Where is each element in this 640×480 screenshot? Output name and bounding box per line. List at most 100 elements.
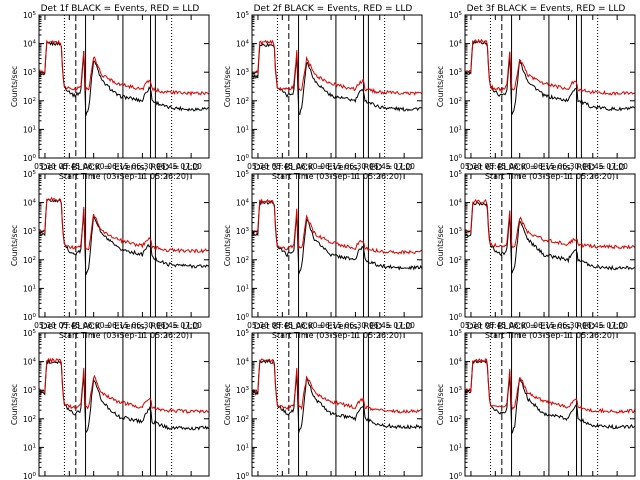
x-tick-label: 06:30 xyxy=(558,162,580,171)
chart-title: Det 6f BLACK = Events, RED = LLD xyxy=(467,163,626,173)
x-tick-label: 06:30 xyxy=(345,321,367,330)
chart-title: Det 3f BLACK = Events, RED = LLD xyxy=(467,4,626,14)
x-tick-label: 06:45 xyxy=(156,162,178,171)
plot-frame xyxy=(251,14,423,159)
y-tick-label: 101 xyxy=(449,125,462,134)
x-tick-label: 06:45 xyxy=(156,321,178,330)
y-tick-label: 100 xyxy=(236,472,250,480)
y-tick-label: 102 xyxy=(236,256,249,265)
x-tick-label: 06:15 xyxy=(320,162,342,171)
chart-panel: Det 4f BLACK = Events, RED = LLD 100 101 10… xyxy=(10,163,210,340)
x-tick-label: 05:30 xyxy=(247,321,269,330)
y-axis-label: Counts/sec xyxy=(223,384,232,425)
y-tick-label: 104 xyxy=(23,40,37,49)
y-tick-label: 105 xyxy=(449,170,463,179)
y-tick-label: 102 xyxy=(23,415,36,424)
x-tick-label: 07:00 xyxy=(606,321,628,330)
plot-frame xyxy=(38,14,210,159)
y-tick-label: 105 xyxy=(449,329,463,338)
y-tick-label: 103 xyxy=(449,227,463,236)
y-tick-label: 105 xyxy=(23,11,37,20)
chart-title: Det 9f BLACK = Events, RED = LLD xyxy=(467,322,626,332)
chart-title: Det 8f BLACK = Events, RED = LLD xyxy=(254,322,413,332)
x-tick-label: 07:00 xyxy=(393,321,415,330)
plot-frame xyxy=(38,173,210,318)
y-tick-label: 100 xyxy=(236,154,250,163)
y-tick-label: 103 xyxy=(23,227,37,236)
y-tick-label: 102 xyxy=(23,256,36,265)
y-tick-label: 103 xyxy=(23,68,37,77)
events-series-line xyxy=(38,358,210,434)
y-tick-label: 100 xyxy=(236,313,250,322)
y-tick-label: 100 xyxy=(23,472,37,480)
events-series-line xyxy=(38,198,209,276)
chart-panel: Det 8f BLACK = Events, RED = LLD 100 101 10… xyxy=(223,322,423,480)
x-axis-label: Start Time (03-Sep-11 05:26:20) xyxy=(485,172,615,181)
x-tick-label: 05:45 xyxy=(485,162,507,171)
x-tick-label: 06:15 xyxy=(107,321,129,330)
x-tick-label: 06:45 xyxy=(582,162,604,171)
x-tick-label: 06:00 xyxy=(83,162,105,171)
lld-series-line xyxy=(464,358,636,414)
y-tick-label: 103 xyxy=(236,227,250,236)
x-tick-label: 05:45 xyxy=(59,321,81,330)
x-tick-label: 07:00 xyxy=(606,162,628,171)
y-tick-label: 105 xyxy=(236,11,250,20)
x-tick-label: 05:45 xyxy=(59,162,81,171)
lld-series-line xyxy=(38,39,209,97)
lld-series-line xyxy=(251,358,422,414)
y-tick-label: 105 xyxy=(449,11,463,20)
y-tick-label: 101 xyxy=(236,443,249,452)
x-tick-label: 06:00 xyxy=(296,321,318,330)
chart-panel: Det 6f BLACK = Events, RED = LLD 100 101 10… xyxy=(436,163,636,340)
chart-panel: Det 5f BLACK = Events, RED = LLD 100 101 10… xyxy=(223,163,423,340)
x-tick-label: 06:00 xyxy=(509,321,531,330)
y-tick-label: 104 xyxy=(23,358,37,367)
x-tick-label: 06:30 xyxy=(345,162,367,171)
chart-title: Det 1f BLACK = Events, RED = LLD xyxy=(41,4,200,14)
x-tick-label: 05:45 xyxy=(272,321,294,330)
y-tick-label: 104 xyxy=(236,358,250,367)
y-tick-label: 102 xyxy=(236,97,249,106)
y-tick-label: 104 xyxy=(449,40,463,49)
y-tick-label: 102 xyxy=(23,97,36,106)
y-tick-label: 105 xyxy=(23,170,37,179)
x-tick-label: 07:00 xyxy=(180,321,202,330)
y-axis-label: Counts/sec xyxy=(436,225,445,266)
y-tick-label: 104 xyxy=(23,199,37,208)
plot-frame xyxy=(464,14,636,159)
chart-panel: Det 9f BLACK = Events, RED = LLD 100 101 10… xyxy=(436,322,636,480)
x-tick-label: 06:00 xyxy=(83,321,105,330)
x-tick-label: 06:15 xyxy=(320,321,342,330)
x-tick-label: 07:00 xyxy=(393,162,415,171)
y-tick-label: 100 xyxy=(449,472,463,480)
y-tick-label: 100 xyxy=(23,313,37,322)
y-tick-label: 100 xyxy=(449,313,463,322)
x-tick-label: 05:30 xyxy=(460,321,482,330)
y-tick-label: 102 xyxy=(449,97,462,106)
chart-panel: Det 2f BLACK = Events, RED = LLD 100 101 10… xyxy=(223,4,423,181)
y-axis-label: Counts/sec xyxy=(436,66,445,107)
y-tick-label: 105 xyxy=(236,329,250,338)
y-tick-label: 103 xyxy=(449,68,463,77)
y-axis-label: Counts/sec xyxy=(436,384,445,425)
plot-frame xyxy=(464,332,636,477)
y-tick-label: 103 xyxy=(449,386,463,395)
x-axis-label: Start Time (03-Sep-11 05:26:20) xyxy=(272,331,402,340)
y-tick-label: 103 xyxy=(236,386,250,395)
y-tick-label: 102 xyxy=(449,415,462,424)
events-series-line xyxy=(464,359,635,434)
plot-frame xyxy=(251,173,423,318)
y-tick-label: 105 xyxy=(236,170,250,179)
lld-series-line xyxy=(251,198,422,256)
y-axis-label: Counts/sec xyxy=(223,225,232,266)
y-tick-label: 104 xyxy=(449,358,463,367)
events-series-line xyxy=(464,39,635,115)
y-axis-label: Counts/sec xyxy=(10,66,19,107)
events-series-line xyxy=(251,200,423,275)
x-tick-label: 06:45 xyxy=(369,321,391,330)
y-tick-label: 101 xyxy=(449,443,462,452)
y-tick-label: 105 xyxy=(23,329,37,338)
y-tick-label: 103 xyxy=(236,68,250,77)
y-tick-label: 104 xyxy=(236,40,250,49)
